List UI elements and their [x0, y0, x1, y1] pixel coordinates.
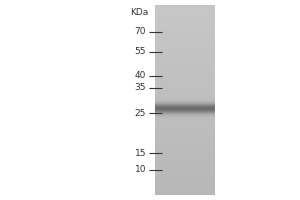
Text: 55: 55: [134, 47, 146, 56]
Text: 25: 25: [135, 108, 146, 117]
Text: KDa: KDa: [130, 8, 148, 17]
Text: 35: 35: [134, 84, 146, 92]
Text: 15: 15: [134, 148, 146, 158]
Text: 70: 70: [134, 27, 146, 36]
Text: 10: 10: [134, 166, 146, 174]
Text: 40: 40: [135, 72, 146, 80]
